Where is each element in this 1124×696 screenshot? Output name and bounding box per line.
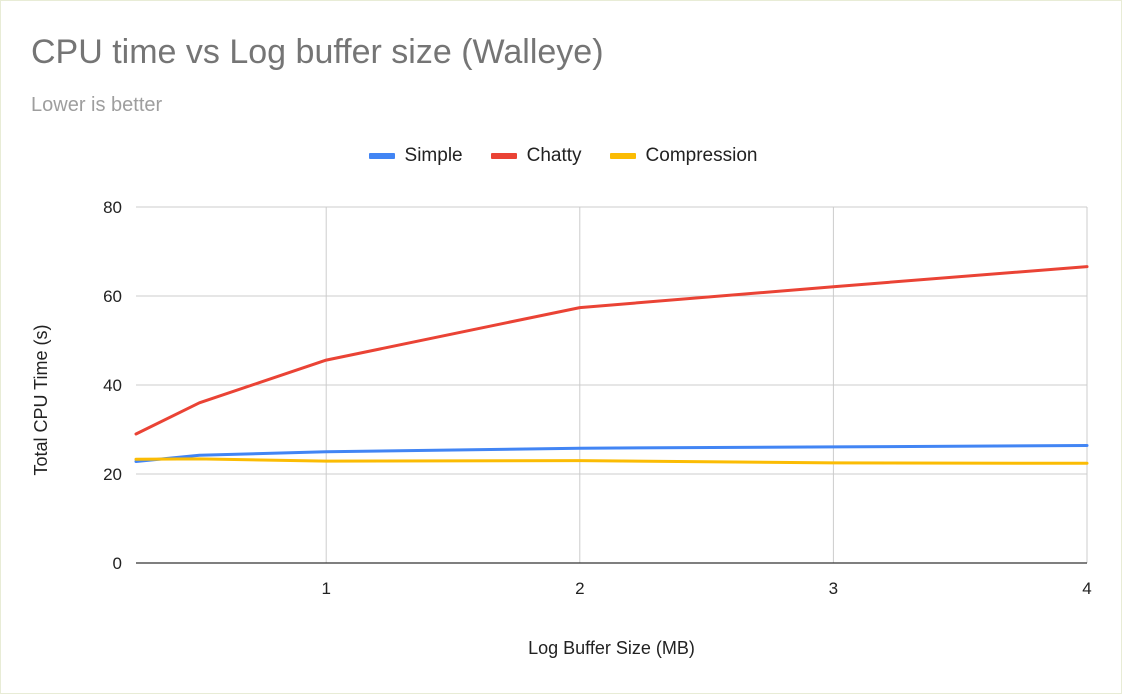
x-tick-label: 4	[1082, 579, 1091, 598]
legend-label-compression: Compression	[645, 145, 758, 166]
series-line-compression[interactable]	[134, 457, 1089, 465]
legend-swatch-compression	[609, 153, 636, 159]
chart-title: CPU time vs Log buffer size (Walleye)	[31, 33, 604, 71]
x-tick-label: 1	[321, 579, 330, 598]
legend-swatch-simple	[368, 153, 395, 159]
y-tick-label: 60	[103, 287, 122, 306]
legend-swatch-chatty	[490, 153, 517, 159]
legend-item-simple[interactable]: Simple	[368, 145, 463, 167]
y-tick-label: 80	[103, 198, 122, 217]
label-layer: 0 20 40 60 80 1 2 3 4 Log Buffer Size (MB) Total C…	[31, 198, 1092, 658]
series-line-chatty[interactable]	[134, 265, 1089, 436]
series-line-simple[interactable]	[134, 444, 1089, 463]
legend-label-simple: Simple	[404, 145, 463, 166]
grid-layer	[136, 206, 1088, 563]
x-tick-label: 2	[575, 579, 584, 598]
y-tick-label: 40	[103, 376, 122, 395]
chart-subtitle: Lower is better	[31, 94, 163, 116]
y-tick-label: 20	[103, 465, 122, 484]
legend-item-chatty[interactable]: Chatty	[490, 145, 582, 167]
legend-label-chatty: Chatty	[526, 145, 582, 166]
series-layer	[134, 265, 1089, 465]
legend-item-compression[interactable]: Compression	[609, 145, 758, 167]
x-tick-label: 3	[829, 579, 838, 598]
y-tick-label: 0	[113, 554, 122, 573]
y-axis-title: Total CPU Time (s)	[31, 324, 51, 475]
chart-legend[interactable]: Simple Chatty Compression	[1, 145, 1124, 167]
x-axis-title: Log Buffer Size (MB)	[528, 638, 695, 658]
